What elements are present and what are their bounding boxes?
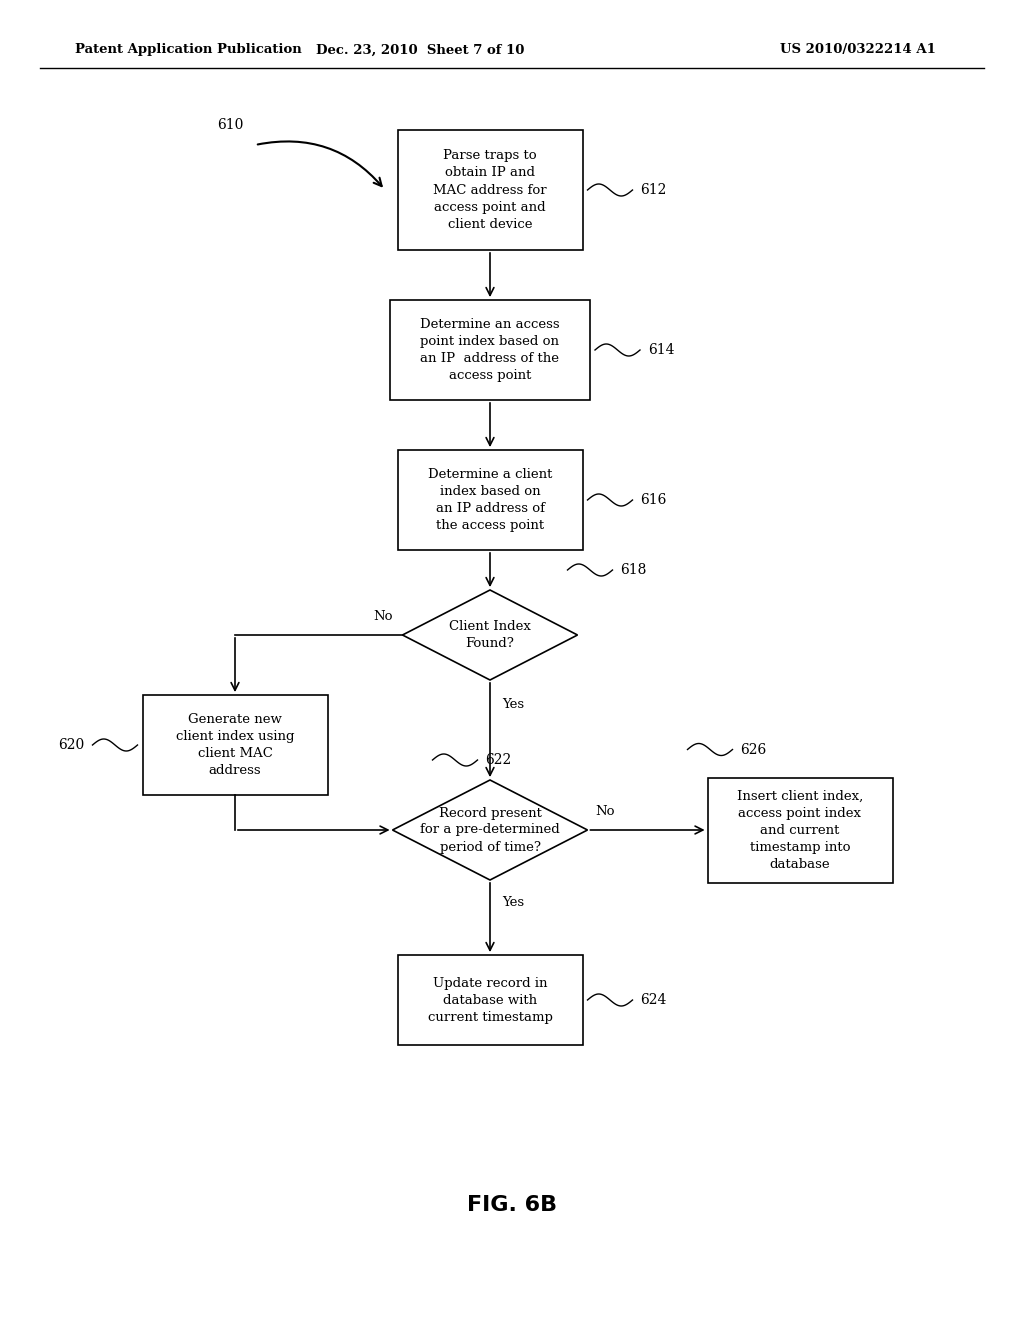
Bar	[397, 450, 583, 550]
Text: Insert client index,
access point index
and current
timestamp into
database: Insert client index, access point index …	[737, 789, 863, 870]
Bar	[397, 129, 583, 249]
Text: FIG. 6B: FIG. 6B	[467, 1195, 557, 1214]
Bar	[708, 777, 893, 883]
Text: Determine an access
point index based on
an IP  address of the
access point: Determine an access point index based on…	[420, 318, 560, 381]
Text: Patent Application Publication: Patent Application Publication	[75, 44, 302, 57]
Text: Record present
for a pre-determined
period of time?: Record present for a pre-determined peri…	[420, 807, 560, 854]
Text: Update record in
database with
current timestamp: Update record in database with current t…	[428, 977, 552, 1023]
Text: 618: 618	[621, 564, 647, 577]
FancyArrowPatch shape	[258, 141, 382, 186]
Text: Parse traps to
obtain IP and
MAC address for
access point and
client device: Parse traps to obtain IP and MAC address…	[433, 149, 547, 231]
Text: 624: 624	[640, 993, 667, 1007]
Text: 622: 622	[485, 752, 512, 767]
Polygon shape	[402, 590, 578, 680]
Text: Determine a client
index based on
an IP address of
the access point: Determine a client index based on an IP …	[428, 469, 552, 532]
Text: 626: 626	[740, 742, 767, 756]
Text: US 2010/0322214 A1: US 2010/0322214 A1	[780, 44, 936, 57]
Text: Yes: Yes	[502, 698, 524, 711]
Text: 612: 612	[640, 183, 667, 197]
Text: 614: 614	[648, 343, 675, 356]
Text: 616: 616	[640, 492, 667, 507]
Text: Client Index
Found?: Client Index Found?	[450, 620, 530, 649]
Text: 620: 620	[58, 738, 85, 752]
Text: Dec. 23, 2010  Sheet 7 of 10: Dec. 23, 2010 Sheet 7 of 10	[315, 44, 524, 57]
Text: 610: 610	[217, 117, 243, 132]
Text: Generate new
client index using
client MAC
address: Generate new client index using client M…	[176, 713, 294, 777]
Bar	[390, 300, 590, 400]
Text: No: No	[596, 805, 615, 818]
Text: Yes: Yes	[502, 895, 524, 908]
Bar	[397, 954, 583, 1045]
Bar	[142, 696, 328, 795]
Polygon shape	[392, 780, 588, 880]
Text: No: No	[373, 610, 392, 623]
